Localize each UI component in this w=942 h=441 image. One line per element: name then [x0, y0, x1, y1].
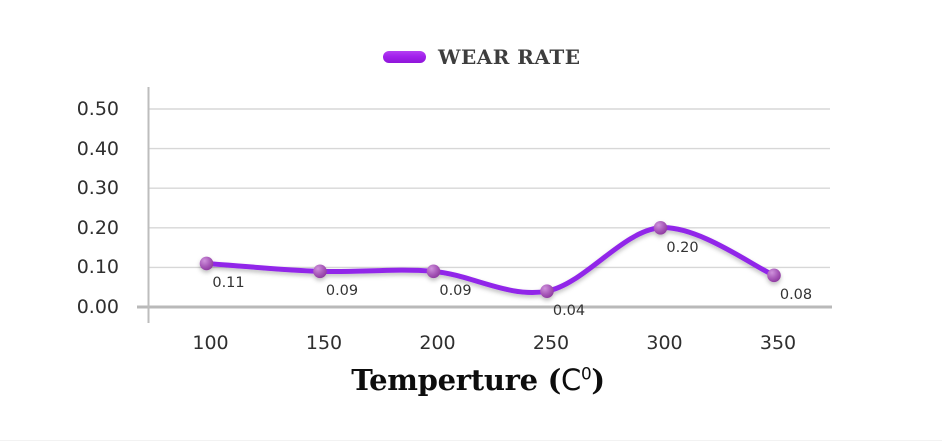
x-axis-title: Temperture (C0) — [228, 363, 728, 397]
point-label-100: 0.11 — [212, 275, 245, 292]
data-point-200 — [426, 264, 441, 279]
data-point-250 — [540, 284, 554, 298]
y-tick-label-0.00: 0.00 — [76, 296, 119, 318]
x-axis-title-unit: C — [561, 363, 581, 397]
data-point-300 — [653, 221, 668, 235]
legend-label-wear-rate: WEAR RATE — [438, 45, 581, 69]
x-tick-label-150: 150 — [305, 332, 343, 354]
data-point-150 — [313, 264, 327, 279]
y-tick-label-0.30: 0.30 — [76, 177, 119, 200]
point-label-200: 0.09 — [439, 283, 472, 300]
point-label-300: 0.20 — [666, 239, 699, 256]
y-tick-label-0.10: 0.10 — [76, 256, 119, 279]
data-point-100 — [199, 256, 214, 271]
x-tick-label-300: 300 — [646, 332, 683, 354]
legend-marker-wear-rate — [383, 51, 426, 63]
x-axis-title-main: Temperture ( — [351, 363, 562, 397]
data-point-350 — [767, 268, 781, 283]
x-axis-title-superscript: 0 — [580, 363, 592, 384]
x-tick-label-200: 200 — [419, 332, 456, 354]
x-tick-label-250: 250 — [532, 332, 570, 354]
y-tick-label-0.20: 0.20 — [76, 216, 119, 239]
point-label-250: 0.04 — [552, 303, 586, 320]
y-tick-label-0.50: 0.50 — [76, 98, 119, 120]
point-label-150: 0.09 — [325, 283, 359, 300]
y-tick-label-0.40: 0.40 — [76, 137, 119, 160]
legend: WEAR RATE — [383, 44, 580, 70]
x-tick-label-350: 350 — [759, 332, 797, 354]
x-tick-label-100: 100 — [192, 332, 229, 354]
wear-rate-line — [204, 225, 777, 295]
point-label-350: 0.08 — [779, 287, 813, 304]
x-axis-title-close: ) — [591, 363, 605, 397]
